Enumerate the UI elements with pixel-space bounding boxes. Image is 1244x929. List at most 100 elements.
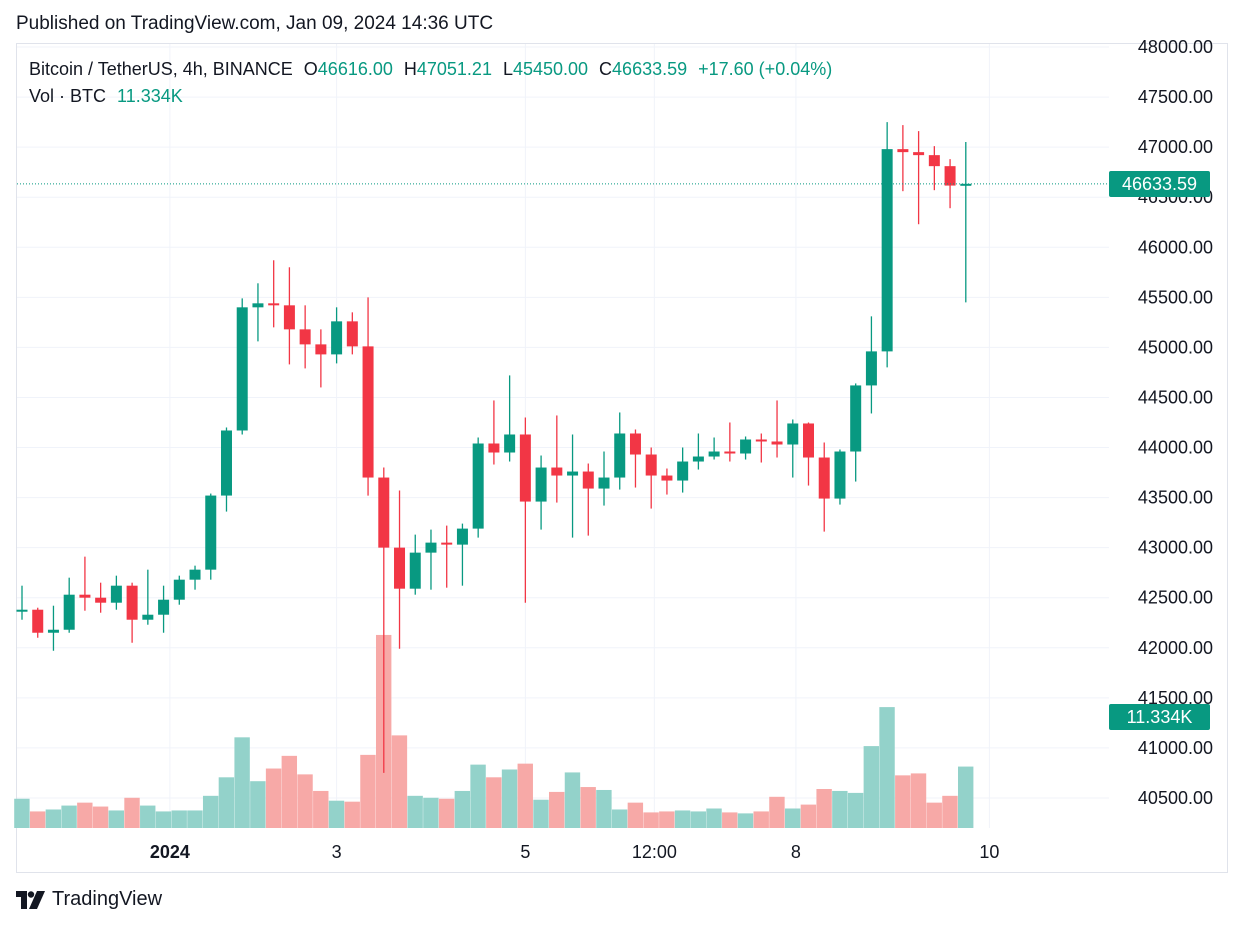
candle-body[interactable] bbox=[16, 609, 28, 612]
volume-bar[interactable] bbox=[454, 790, 471, 828]
volume-bar[interactable] bbox=[847, 792, 864, 828]
volume-bar[interactable] bbox=[438, 798, 455, 828]
candle-body[interactable] bbox=[346, 321, 358, 347]
candle-body[interactable] bbox=[582, 471, 594, 489]
candle-body[interactable] bbox=[928, 155, 940, 167]
volume-bar[interactable] bbox=[958, 766, 974, 828]
candle-body[interactable] bbox=[189, 569, 201, 580]
volume-bar[interactable] bbox=[265, 768, 282, 828]
candle-body[interactable] bbox=[881, 149, 893, 352]
candle-body[interactable] bbox=[787, 423, 799, 445]
candle-body[interactable] bbox=[944, 166, 956, 186]
candle-body[interactable] bbox=[865, 351, 877, 386]
volume-bar[interactable] bbox=[171, 810, 187, 828]
candle-body[interactable] bbox=[220, 430, 232, 496]
volume-bar[interactable] bbox=[832, 790, 848, 828]
volume-bar[interactable] bbox=[187, 810, 203, 828]
candle-body[interactable] bbox=[315, 344, 327, 355]
volume-bar[interactable] bbox=[423, 797, 439, 828]
volume-bar[interactable] bbox=[391, 735, 408, 828]
volume-bar[interactable] bbox=[580, 787, 596, 828]
volume-bar[interactable] bbox=[328, 800, 345, 828]
volume-bar[interactable] bbox=[942, 795, 958, 828]
volume-bar[interactable] bbox=[470, 764, 486, 828]
candle-body[interactable] bbox=[504, 434, 516, 453]
volume-bar[interactable] bbox=[77, 802, 93, 828]
candle-body[interactable] bbox=[268, 303, 280, 306]
volume-bar[interactable] bbox=[218, 777, 235, 828]
volume-bar[interactable] bbox=[202, 795, 219, 828]
volume-bar[interactable] bbox=[250, 781, 266, 828]
volume-bar[interactable] bbox=[486, 777, 502, 828]
candle-body[interactable] bbox=[629, 433, 641, 455]
volume-bar[interactable] bbox=[564, 772, 581, 828]
volume-bar[interactable] bbox=[627, 802, 644, 828]
candle-body[interactable] bbox=[331, 321, 343, 355]
candle-body[interactable] bbox=[677, 461, 689, 481]
candle-body[interactable] bbox=[158, 599, 170, 615]
volume-bar[interactable] bbox=[737, 813, 754, 828]
volume-bar[interactable] bbox=[45, 809, 62, 828]
candle-body[interactable] bbox=[32, 609, 44, 633]
candle-body[interactable] bbox=[126, 585, 138, 620]
candle-body[interactable] bbox=[142, 614, 154, 620]
volume-bar[interactable] bbox=[344, 801, 360, 828]
candle-body[interactable] bbox=[661, 475, 673, 481]
candle-body[interactable] bbox=[110, 585, 122, 603]
tradingview-logo[interactable]: TradingView bbox=[16, 888, 162, 911]
volume-bar[interactable] bbox=[643, 812, 659, 828]
candle-body[interactable] bbox=[551, 467, 563, 476]
candle-body[interactable] bbox=[252, 303, 264, 308]
volume-bar[interactable] bbox=[722, 812, 738, 828]
candle-body[interactable] bbox=[441, 542, 453, 545]
candle-body[interactable] bbox=[95, 597, 107, 603]
candle-body[interactable] bbox=[456, 528, 468, 545]
volume-bar[interactable] bbox=[61, 805, 77, 828]
candle-body[interactable] bbox=[409, 552, 421, 589]
candle-body[interactable] bbox=[803, 423, 814, 458]
volume-bar[interactable] bbox=[108, 810, 124, 828]
volume-bar[interactable] bbox=[800, 804, 817, 828]
candle-body[interactable] bbox=[567, 471, 579, 476]
candle-body[interactable] bbox=[897, 149, 909, 153]
volume-bar[interactable] bbox=[690, 811, 706, 828]
volume-bar[interactable] bbox=[297, 774, 313, 828]
candle-body[interactable] bbox=[236, 307, 248, 431]
volume-bar[interactable] bbox=[501, 769, 518, 829]
volume-bar[interactable] bbox=[313, 790, 329, 828]
symbol-title[interactable]: Bitcoin / TetherUS, 4h, BINANCE bbox=[29, 59, 293, 79]
candle-body[interactable] bbox=[850, 385, 862, 452]
candle-body[interactable] bbox=[724, 451, 736, 454]
candle-body[interactable] bbox=[63, 594, 75, 630]
candle-body[interactable] bbox=[645, 454, 657, 476]
volume-bar[interactable] bbox=[92, 806, 109, 828]
candle-body[interactable] bbox=[960, 183, 972, 186]
candle-body[interactable] bbox=[755, 439, 767, 442]
volume-bar[interactable] bbox=[549, 791, 565, 828]
candle-body[interactable] bbox=[79, 594, 91, 598]
candle-body[interactable] bbox=[425, 542, 437, 553]
volume-bar[interactable] bbox=[517, 763, 533, 828]
volume-bar[interactable] bbox=[407, 795, 423, 828]
candle-body[interactable] bbox=[708, 451, 720, 457]
candle-body[interactable] bbox=[205, 495, 217, 570]
volume-bar[interactable] bbox=[926, 802, 942, 828]
volume-bar[interactable] bbox=[674, 810, 691, 828]
volume-bar[interactable] bbox=[706, 808, 722, 829]
candle-body[interactable] bbox=[47, 629, 59, 633]
volume-bar[interactable] bbox=[596, 789, 612, 828]
candle-body[interactable] bbox=[173, 579, 185, 600]
volume-bar[interactable] bbox=[14, 798, 30, 828]
volume-bar[interactable] bbox=[753, 811, 769, 828]
volume-bar[interactable] bbox=[124, 797, 140, 828]
candle-body[interactable] bbox=[771, 441, 783, 445]
volume-label[interactable]: Vol · BTC bbox=[29, 86, 107, 106]
candle-body[interactable] bbox=[394, 547, 406, 589]
volume-bar[interactable] bbox=[360, 754, 376, 828]
volume-bar[interactable] bbox=[281, 755, 298, 828]
volume-bar[interactable] bbox=[611, 809, 628, 828]
volume-bar[interactable] bbox=[769, 796, 785, 828]
volume-bar[interactable] bbox=[155, 811, 172, 828]
volume-bar[interactable] bbox=[879, 707, 895, 828]
